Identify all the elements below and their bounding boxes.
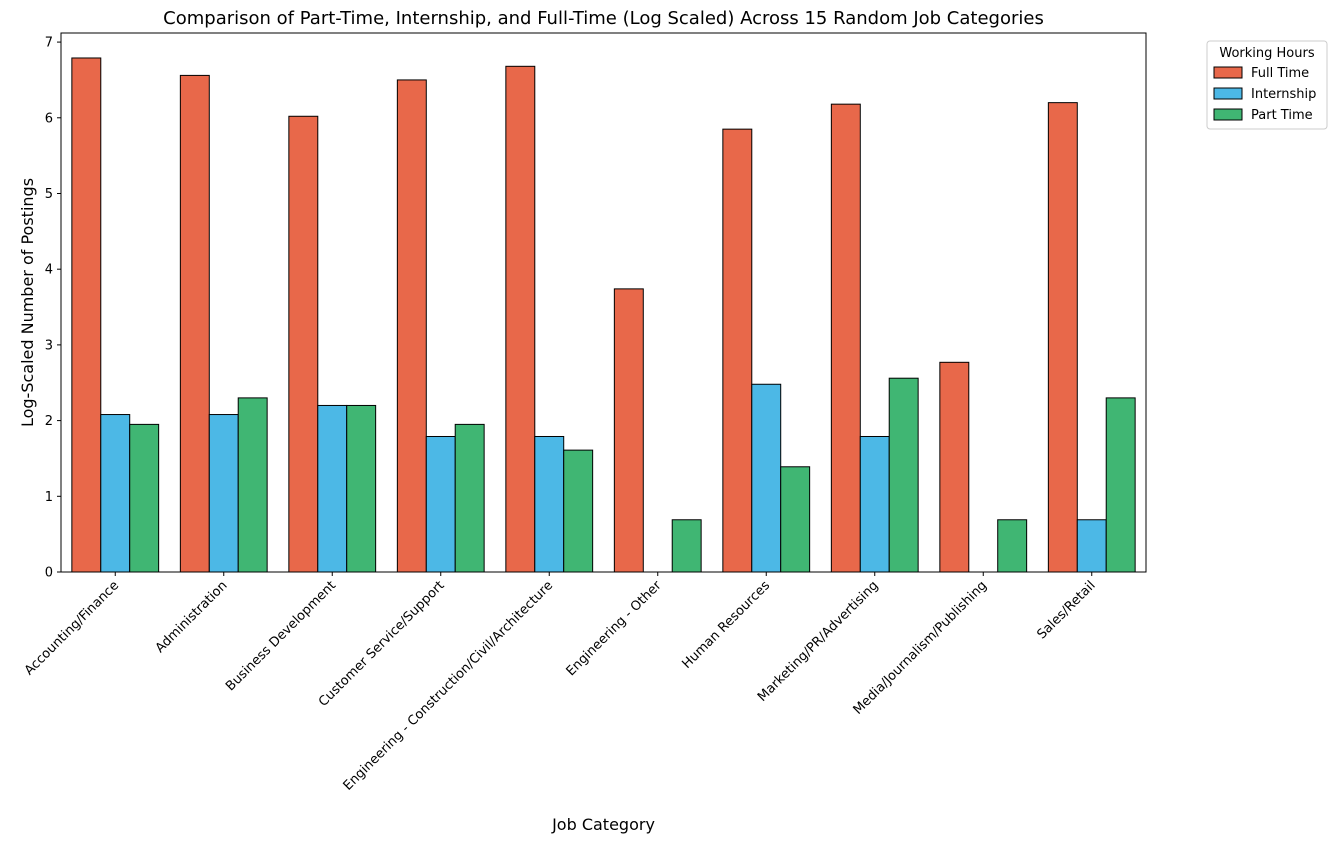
x-tick-label: Engineering - Other [564,578,665,679]
legend-box [1206,40,1328,130]
y-tick-label: 4 [45,263,53,278]
x-tick-label: Marketing/PR/Advertising [755,578,882,705]
x-axis-ticks: Accounting/Finance AdministrationBusiness… [22,572,1099,794]
x-tick-label: Engineering - Construction/Civil/Archite… [341,578,556,793]
bar-part-time-4 [454,423,485,573]
x-tick-label: Administration [153,578,231,656]
x-axis-label: Job Category [551,815,655,834]
bar-internship-5 [534,435,565,573]
bar-full-time-1 [71,57,102,573]
bar-full-time-2 [179,74,210,573]
legend-swatch-internship [1213,87,1243,100]
legend-swatch-part-time [1213,108,1243,121]
legend-swatch-full-time [1213,66,1243,79]
bar-internship-8 [859,435,890,573]
bar-part-time-5 [563,449,594,573]
x-tick-label: Human Resources [679,578,773,672]
chart-title: Comparison of Part-Time, Internship, and… [163,8,1044,29]
legend-label: Full Time [1251,66,1309,81]
y-tick-label: 2 [45,414,53,429]
bar-full-time-10 [1047,102,1078,573]
bar-part-time-10 [1105,397,1136,573]
y-axis-label: Log-Scaled Number of Postings [18,178,37,427]
bar-part-time-6 [671,519,702,573]
bar-internship-3 [317,404,348,573]
bar-internship-7 [751,383,782,573]
bar-part-time-8 [888,377,919,573]
bar-part-time-3 [346,404,377,573]
bar-full-time-5 [505,65,536,573]
legend-items: Full Time Internship Part Time [1213,66,1316,123]
y-tick-label: 1 [45,490,53,505]
bar-part-time-9 [997,519,1028,573]
legend: Working Hours Full Time Internship Part Ti… [1206,40,1328,130]
bar-full-time-4 [396,79,427,573]
legend-title: Working Hours [1219,46,1314,61]
y-tick-label: 7 [45,36,53,51]
x-tick-label: Accounting/Finance [22,578,122,678]
bar-internship-10 [1076,519,1107,573]
y-tick-label: 0 [45,566,53,581]
y-tick-label: 6 [45,111,53,126]
y-axis-ticks: 0 1 2 3 4 5 6 7 [45,36,61,581]
y-tick-label: 5 [45,187,53,202]
bar-part-time-1 [129,423,160,573]
legend-label: Internship [1251,87,1316,102]
legend-label: Part Time [1251,108,1313,123]
x-tick-label: Media/Journalism/Publishing [851,578,990,717]
bars-layer [71,57,1136,573]
bar-internship-2 [208,414,239,573]
bar-full-time-8 [830,103,861,573]
bar-internship-4 [425,435,456,573]
bar-full-time-6 [613,288,644,573]
x-tick-label: Sales/Retail [1034,578,1098,642]
bar-internship-1 [100,414,131,573]
bar-full-time-3 [288,115,319,573]
x-tick-label: Business Development [223,578,339,694]
x-tick-label: Customer Service/Support [316,578,448,710]
plot-frame [60,32,1147,573]
y-tick-label: 3 [45,338,53,353]
bar-full-time-7 [722,128,753,573]
bar-part-time-2 [237,397,268,573]
bar-full-time-9 [939,361,970,573]
bar-part-time-7 [780,466,811,573]
